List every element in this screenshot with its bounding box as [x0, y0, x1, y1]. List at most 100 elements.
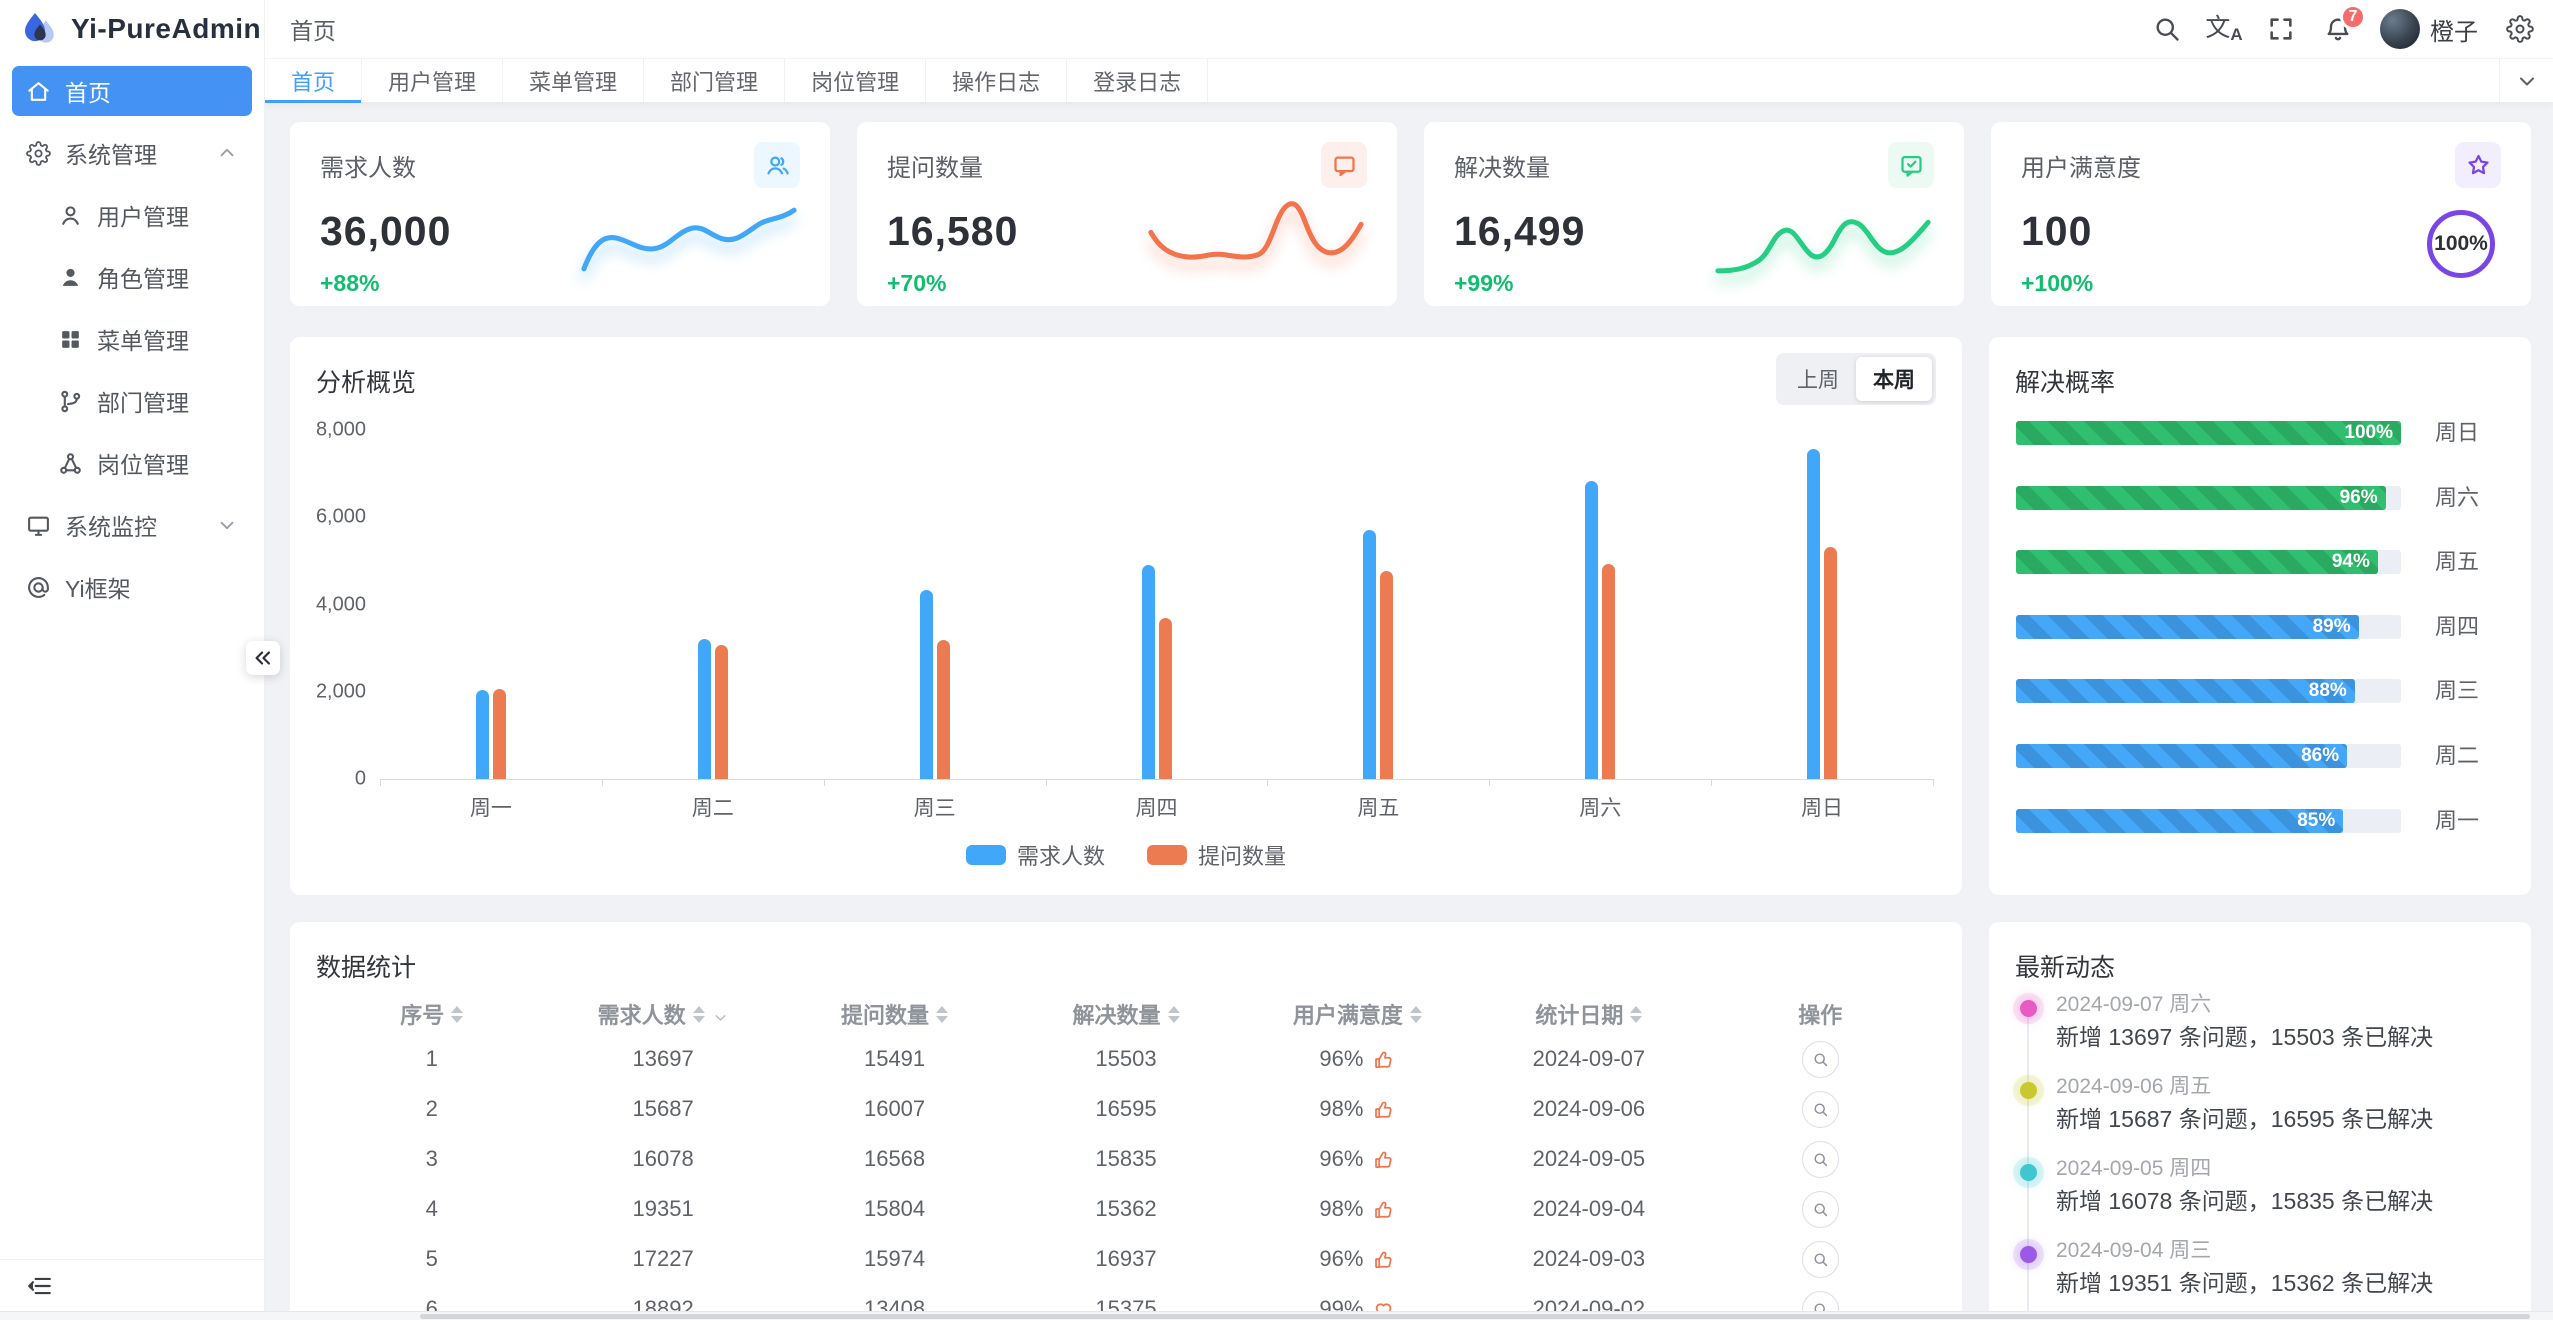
sidebar-item-角色管理[interactable]: 角色管理	[12, 252, 252, 302]
sort-desc-icon[interactable]	[451, 1015, 464, 1023]
view-row-button[interactable]	[1801, 1190, 1839, 1228]
notification-badge: 7	[2340, 4, 2366, 30]
cell-solved: 16595	[1095, 1096, 1157, 1121]
progress-track-周二: 86%	[2016, 744, 2401, 768]
bar-需求人数-周四	[1141, 565, 1155, 779]
tab-操作日志[interactable]: 操作日志	[926, 59, 1068, 102]
column-header-用户满意度[interactable]: 用户满意度	[1242, 994, 1473, 1034]
view-row-button[interactable]	[1801, 1240, 1839, 1278]
column-header-序号[interactable]: 序号	[316, 994, 547, 1034]
sort-asc-icon[interactable]	[936, 1005, 949, 1013]
sidebar-item-首页[interactable]: 首页	[12, 66, 252, 116]
progress-value: 89%	[2312, 616, 2351, 637]
cell-date: 2024-09-06	[1532, 1096, 1646, 1121]
timeline-text: 新增 15687 条问题，16595 条已解决	[2056, 1106, 2434, 1132]
sort-asc-icon[interactable]	[692, 1005, 705, 1013]
sort-asc-icon[interactable]	[451, 1005, 464, 1013]
sidebar-item-岗位管理[interactable]: 岗位管理	[12, 438, 252, 488]
sidebar-item-label: 系统监控	[65, 514, 157, 540]
horizontal-scrollbar-thumb[interactable]	[420, 1314, 2530, 1319]
sidebar-item-部门管理[interactable]: 部门管理	[12, 376, 252, 426]
checkmsg-icon	[1888, 142, 1934, 188]
toggle-本周[interactable]: 本周	[1856, 357, 1932, 401]
view-row-button[interactable]	[1801, 1090, 1839, 1128]
stat-card-delta: +99%	[1454, 270, 1514, 296]
fullscreen-icon[interactable]	[2266, 14, 2296, 44]
sidebar-collapse-handle[interactable]	[246, 641, 280, 675]
column-label: 提问数量	[841, 1003, 930, 1028]
sort-carets	[936, 1005, 949, 1023]
stat-card-header: 解决数量	[1454, 142, 1934, 188]
star-icon	[2455, 142, 2501, 188]
column-header-统计日期[interactable]: 统计日期	[1473, 994, 1704, 1034]
tab-用户管理[interactable]: 用户管理	[362, 59, 504, 102]
thumbs-up-icon	[1372, 1248, 1395, 1271]
sort-asc-icon[interactable]	[1167, 1005, 1180, 1013]
sort-desc-icon[interactable]	[936, 1015, 949, 1023]
settings-icon[interactable]	[2505, 14, 2535, 44]
feed-title: 最新动态	[2015, 954, 2116, 982]
cell-no: 1	[425, 1046, 438, 1071]
progress-fill-周三: 88%	[2016, 679, 2355, 703]
search-icon[interactable]	[2152, 14, 2182, 44]
sort-carets	[692, 1005, 705, 1023]
sparkline	[1141, 190, 1371, 286]
cell-question: 15491	[863, 1046, 926, 1071]
column-header-解决数量[interactable]: 解决数量	[1010, 994, 1241, 1034]
cell-question: 15804	[863, 1196, 926, 1221]
cell-satisfaction: 98%	[1242, 1084, 1473, 1134]
app-title: Yi-PureAdmin	[71, 13, 262, 44]
toggle-上周[interactable]: 上周	[1797, 369, 1839, 392]
x-axis-tick	[1045, 779, 1047, 786]
column-header-提问数量[interactable]: 提问数量	[779, 994, 1010, 1034]
sort-asc-icon[interactable]	[1409, 1005, 1422, 1013]
tab-首页[interactable]: 首页	[265, 59, 363, 103]
sidebar-item-Yi框架[interactable]: Yi框架	[12, 562, 252, 612]
tab-部门管理[interactable]: 部门管理	[644, 59, 786, 102]
translate-icon[interactable]: 文A	[2205, 14, 2242, 44]
sidebar-item-系统监控[interactable]: 系统监控	[12, 500, 252, 550]
sort-desc-icon[interactable]	[692, 1015, 705, 1023]
bar-提问数量-周一	[492, 688, 506, 779]
sidebar-item-用户管理[interactable]: 用户管理	[12, 190, 252, 240]
cell-satisfaction: 96%	[1242, 1034, 1473, 1084]
column-header-需求人数[interactable]: 需求人数	[547, 994, 778, 1034]
sort-desc-icon[interactable]	[1409, 1015, 1422, 1023]
legend-需求人数[interactable]: 需求人数	[965, 839, 1105, 871]
progress-day-label: 周三	[2435, 678, 2480, 703]
tab-岗位管理[interactable]: 岗位管理	[785, 59, 927, 102]
table-row: 1 13697 15491 15503 96% 2024-09-07	[316, 1034, 1936, 1084]
satisfaction-ring: 100%	[2427, 210, 2495, 278]
satisfaction-value: 98%	[1319, 1196, 1364, 1221]
app-logo[interactable]: Yi-PureAdmin	[0, 0, 264, 58]
sort-desc-icon[interactable]	[1630, 1015, 1643, 1023]
progress-track-周四: 89%	[2016, 615, 2401, 639]
tab-label: 操作日志	[952, 69, 1041, 95]
sort-asc-icon[interactable]	[1630, 1005, 1643, 1013]
menu-fold-icon[interactable]	[27, 1273, 53, 1299]
legend-提问数量[interactable]: 提问数量	[1147, 839, 1286, 871]
thumbs-up-icon	[1372, 1148, 1395, 1171]
view-row-button[interactable]	[1801, 1140, 1839, 1178]
grid-icon	[58, 327, 83, 352]
bar-需求人数-周一	[475, 689, 489, 779]
progress-day-label: 周一	[2435, 808, 2480, 833]
bell-icon[interactable]: 7	[2323, 4, 2366, 44]
tab-登录日志[interactable]: 登录日志	[1067, 59, 1209, 102]
avatar	[2380, 9, 2420, 49]
user-menu[interactable]: 橙子	[2380, 9, 2478, 49]
tab-menu-button[interactable]	[2499, 59, 2553, 102]
sidebar-item-菜单管理[interactable]: 菜单管理	[12, 314, 252, 364]
timeline-dot	[2020, 1082, 2037, 1099]
bar-需求人数-周三	[919, 589, 933, 779]
users-icon	[754, 142, 800, 188]
view-row-button[interactable]	[1801, 1040, 1839, 1078]
breadcrumb[interactable]: 首页	[290, 18, 336, 44]
timeline-dot	[2020, 1164, 2037, 1181]
timeline-dot	[2020, 1246, 2037, 1263]
cell-no: 4	[425, 1196, 438, 1221]
sidebar-item-系统管理[interactable]: 系统管理	[12, 128, 252, 178]
sort-desc-icon[interactable]	[1167, 1015, 1180, 1023]
tab-菜单管理[interactable]: 菜单管理	[503, 59, 645, 102]
